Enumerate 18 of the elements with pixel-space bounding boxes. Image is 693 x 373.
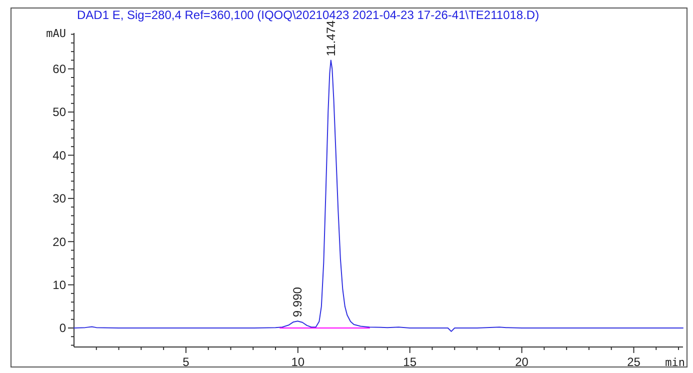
x-tick-label: 25 <box>627 355 641 369</box>
y-tick-label: 10 <box>52 278 66 292</box>
chart-title: DAD1 E, Sig=280,4 Ref=360,100 (IQOQ\20210423 2021-04-23 17-26-41\TE211018.D) <box>77 8 540 22</box>
y-axis-title: mAU <box>46 27 66 40</box>
y-tick-label: 0 <box>59 321 66 336</box>
annotation: 11.474 <box>324 20 338 56</box>
x-tick-label: 10 <box>291 355 305 369</box>
x-tick-label: 15 <box>403 355 417 369</box>
annotation: 9.990 <box>290 286 305 318</box>
y-tick-label: 20 <box>52 234 66 249</box>
x-axis-title: min <box>665 356 685 369</box>
y-tick-label: 40 <box>52 148 66 162</box>
y-tick-label: 60 <box>52 62 66 76</box>
line-series <box>74 60 684 332</box>
y-tick-label: 30 <box>52 192 66 206</box>
x-tick-label: 5 <box>182 355 190 369</box>
x-tick-label: 20 <box>515 355 529 369</box>
y-tick-label: 50 <box>52 105 66 120</box>
